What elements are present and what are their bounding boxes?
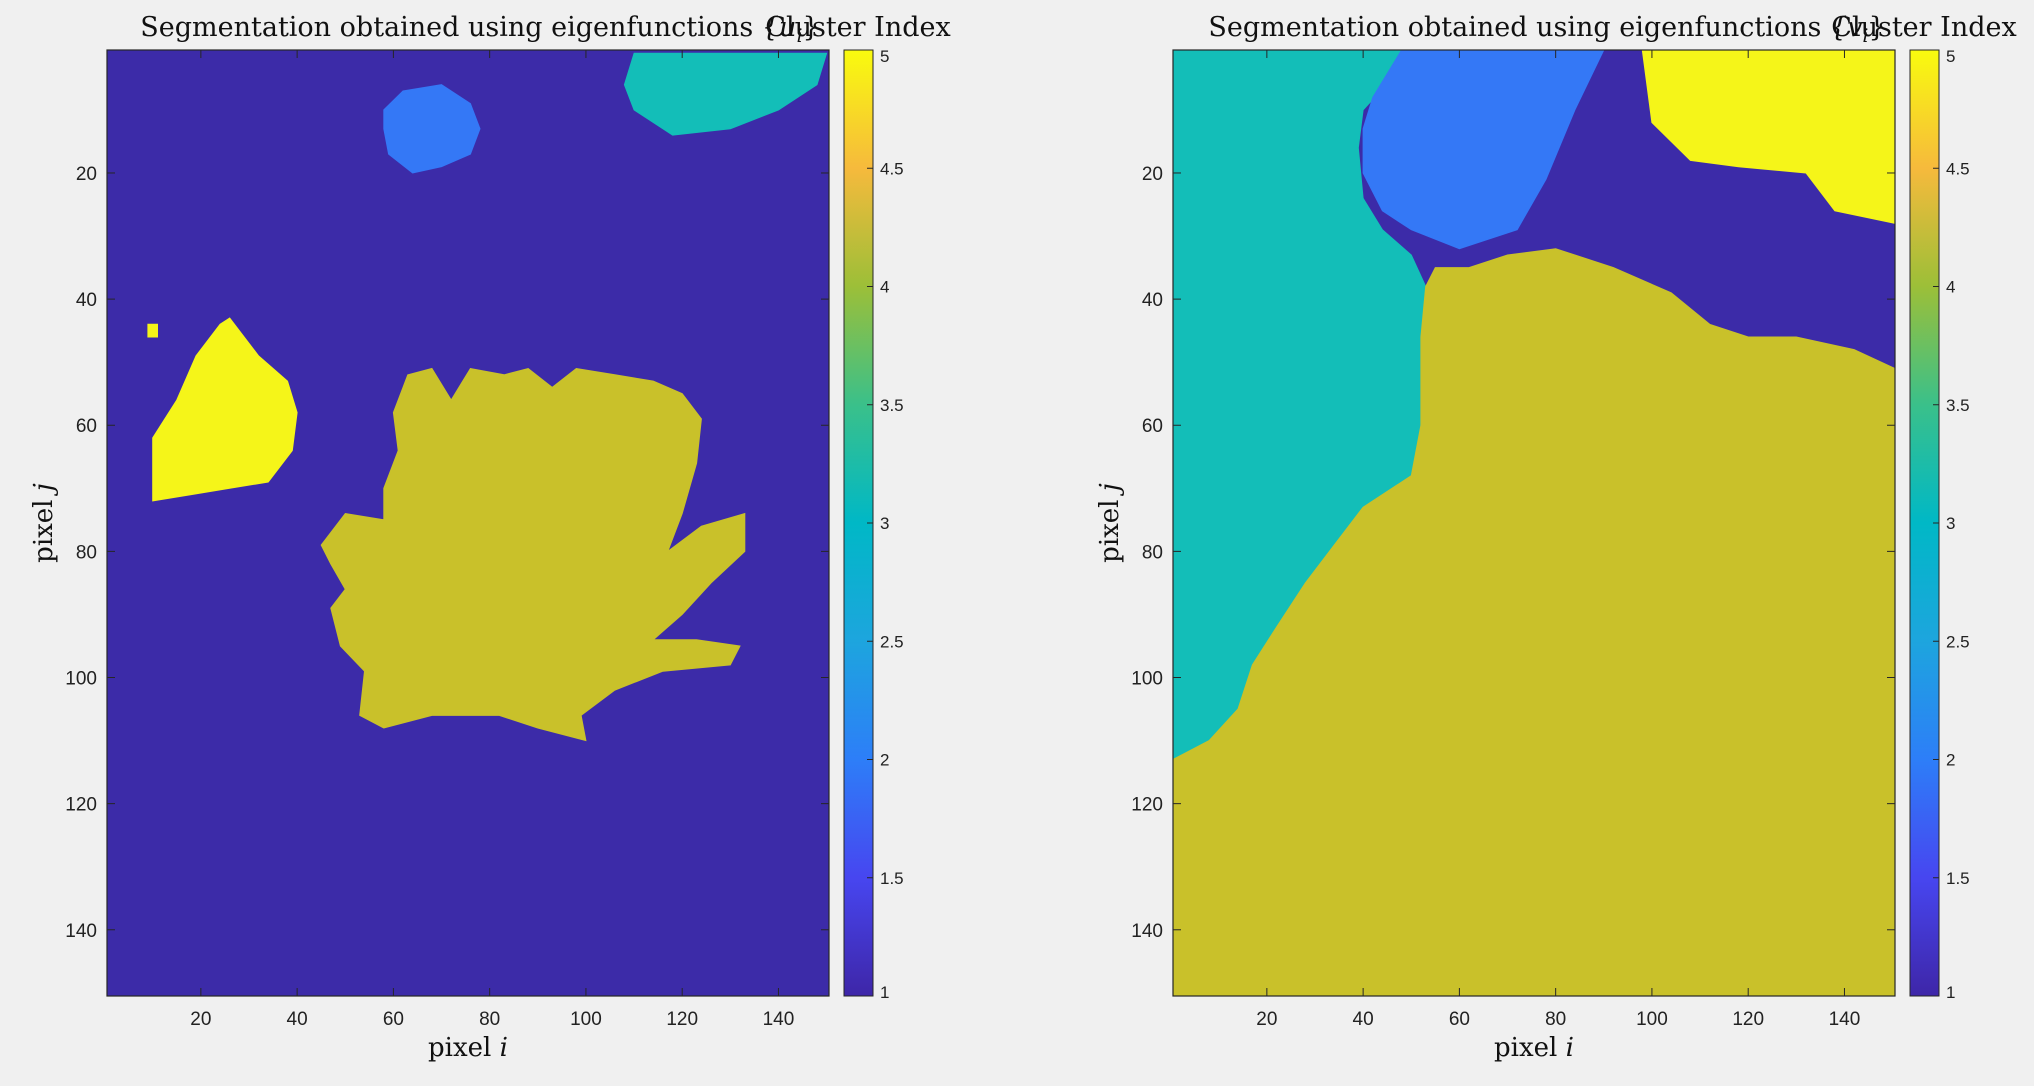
colorbar-tick-label: 1: [880, 983, 889, 1002]
y-tick-label: 40: [76, 290, 97, 311]
colorbar-tick-label: 1.5: [880, 869, 904, 888]
colorbar-tick-label: 1: [1946, 983, 1955, 1002]
colorbar-tick-label: 3.5: [1946, 396, 1970, 415]
colorbar-tick-label: 4.5: [1946, 159, 1970, 178]
cluster-2-region: [383, 84, 481, 174]
x-axis-label: pixel i: [428, 1033, 508, 1063]
y-tick-label: 120: [65, 795, 97, 816]
colorbar-tick-label: 3: [880, 514, 889, 533]
x-tick-label: 40: [1353, 1009, 1374, 1030]
colorbar-tick-label: 4: [1946, 278, 1955, 297]
y-tick-label: 20: [1142, 164, 1163, 185]
y-tick-label: 20: [76, 164, 97, 185]
colorbar-tick-label: 2: [880, 751, 889, 770]
y-axis-label: pixel j: [29, 483, 59, 563]
x-tick-label: 40: [287, 1009, 308, 1030]
y-tick-label: 60: [76, 416, 97, 437]
heatmap-regions: [1173, 50, 1895, 996]
cluster-5-region: [147, 323, 158, 338]
x-tick-label: 120: [1732, 1009, 1764, 1030]
x-tick-label: 80: [479, 1009, 500, 1030]
colorbar-tick-label: 2.5: [880, 632, 904, 651]
colorbar-ticks: 1 1.5 2 2.5 3 3.5 4 4.5 5: [867, 47, 904, 1002]
colorbar-tick-label: 2: [1946, 751, 1955, 770]
x-tick-label: 140: [1829, 1009, 1861, 1030]
cluster-5-region: [152, 317, 298, 502]
colorbar-tick-label: 5: [1946, 47, 1955, 66]
cluster-2-region: [1362, 50, 1605, 250]
x-tick-label: 60: [1449, 1009, 1470, 1030]
x-axis-label: pixel i: [1494, 1033, 1574, 1063]
plot-title: Segmentation obtained using eigenfunctio…: [1208, 12, 1885, 47]
y-tick-label: 120: [1131, 795, 1163, 816]
x-axis: 20 40 60 80 100 120 140: [1256, 50, 1860, 1030]
cluster-3-region: [623, 52, 828, 136]
x-axis: 20 40 60 80 100 120 140: [190, 50, 794, 1030]
y-axis: 20 40 60 80 100 120 140: [1131, 164, 1895, 942]
colorbar-tick-label: 3.5: [880, 396, 904, 415]
colorbar-ticks: 1 1.5 2 2.5 3 3.5 4 4.5 5: [1933, 47, 1970, 1002]
y-tick-label: 80: [1142, 542, 1163, 563]
y-axis: 20 40 60 80 100 120 140: [65, 164, 829, 942]
x-tick-label: 100: [1636, 1009, 1668, 1030]
colorbar-tick-label: 4: [880, 278, 889, 297]
x-tick-label: 60: [383, 1009, 404, 1030]
cluster-4-region: [320, 367, 746, 742]
x-tick-label: 80: [1545, 1009, 1566, 1030]
colorbar-tick-label: 3: [1946, 514, 1955, 533]
x-tick-label: 120: [666, 1009, 698, 1030]
colorbar-tick-label: 1.5: [1946, 869, 1970, 888]
plot-frame: [106, 49, 830, 997]
y-tick-label: 40: [1142, 290, 1163, 311]
right-segmentation-plot: Segmentation obtained using eigenfunctio…: [1095, 12, 2017, 1063]
y-tick-label: 60: [1142, 416, 1163, 437]
y-tick-label: 100: [1131, 669, 1163, 690]
colorbar-tick-label: 5: [880, 47, 889, 66]
cluster-4-region: [1173, 248, 1895, 996]
plot-frame: [1172, 49, 1896, 997]
x-tick-label: 20: [1256, 1009, 1277, 1030]
heatmap-regions: [107, 50, 829, 996]
colorbar-title: Cluster Index: [1831, 12, 2016, 43]
x-tick-label: 20: [190, 1009, 211, 1030]
y-tick-label: 140: [1131, 921, 1163, 942]
y-tick-label: 140: [65, 921, 97, 942]
colorbar: 1 1.5 2 2.5 3 3.5 4 4.5 5 Cluster Index: [1831, 12, 2016, 1002]
colorbar-tick-label: 4.5: [880, 159, 904, 178]
colorbar-title: Cluster Index: [765, 12, 950, 43]
plot-title: Segmentation obtained using eigenfunctio…: [140, 12, 819, 47]
x-tick-label: 100: [570, 1009, 602, 1030]
y-axis-label: pixel j: [1095, 483, 1125, 563]
cluster-5-region: [1641, 50, 1895, 224]
x-tick-label: 140: [763, 1009, 795, 1030]
colorbar-tick-label: 2.5: [1946, 632, 1970, 651]
left-segmentation-plot: Segmentation obtained using eigenfunctio…: [29, 12, 951, 1063]
y-tick-label: 100: [65, 669, 97, 690]
colorbar: 1 1.5 2 2.5 3 3.5 4 4.5 5 Cluster Index: [765, 12, 950, 1002]
y-tick-label: 80: [76, 542, 97, 563]
